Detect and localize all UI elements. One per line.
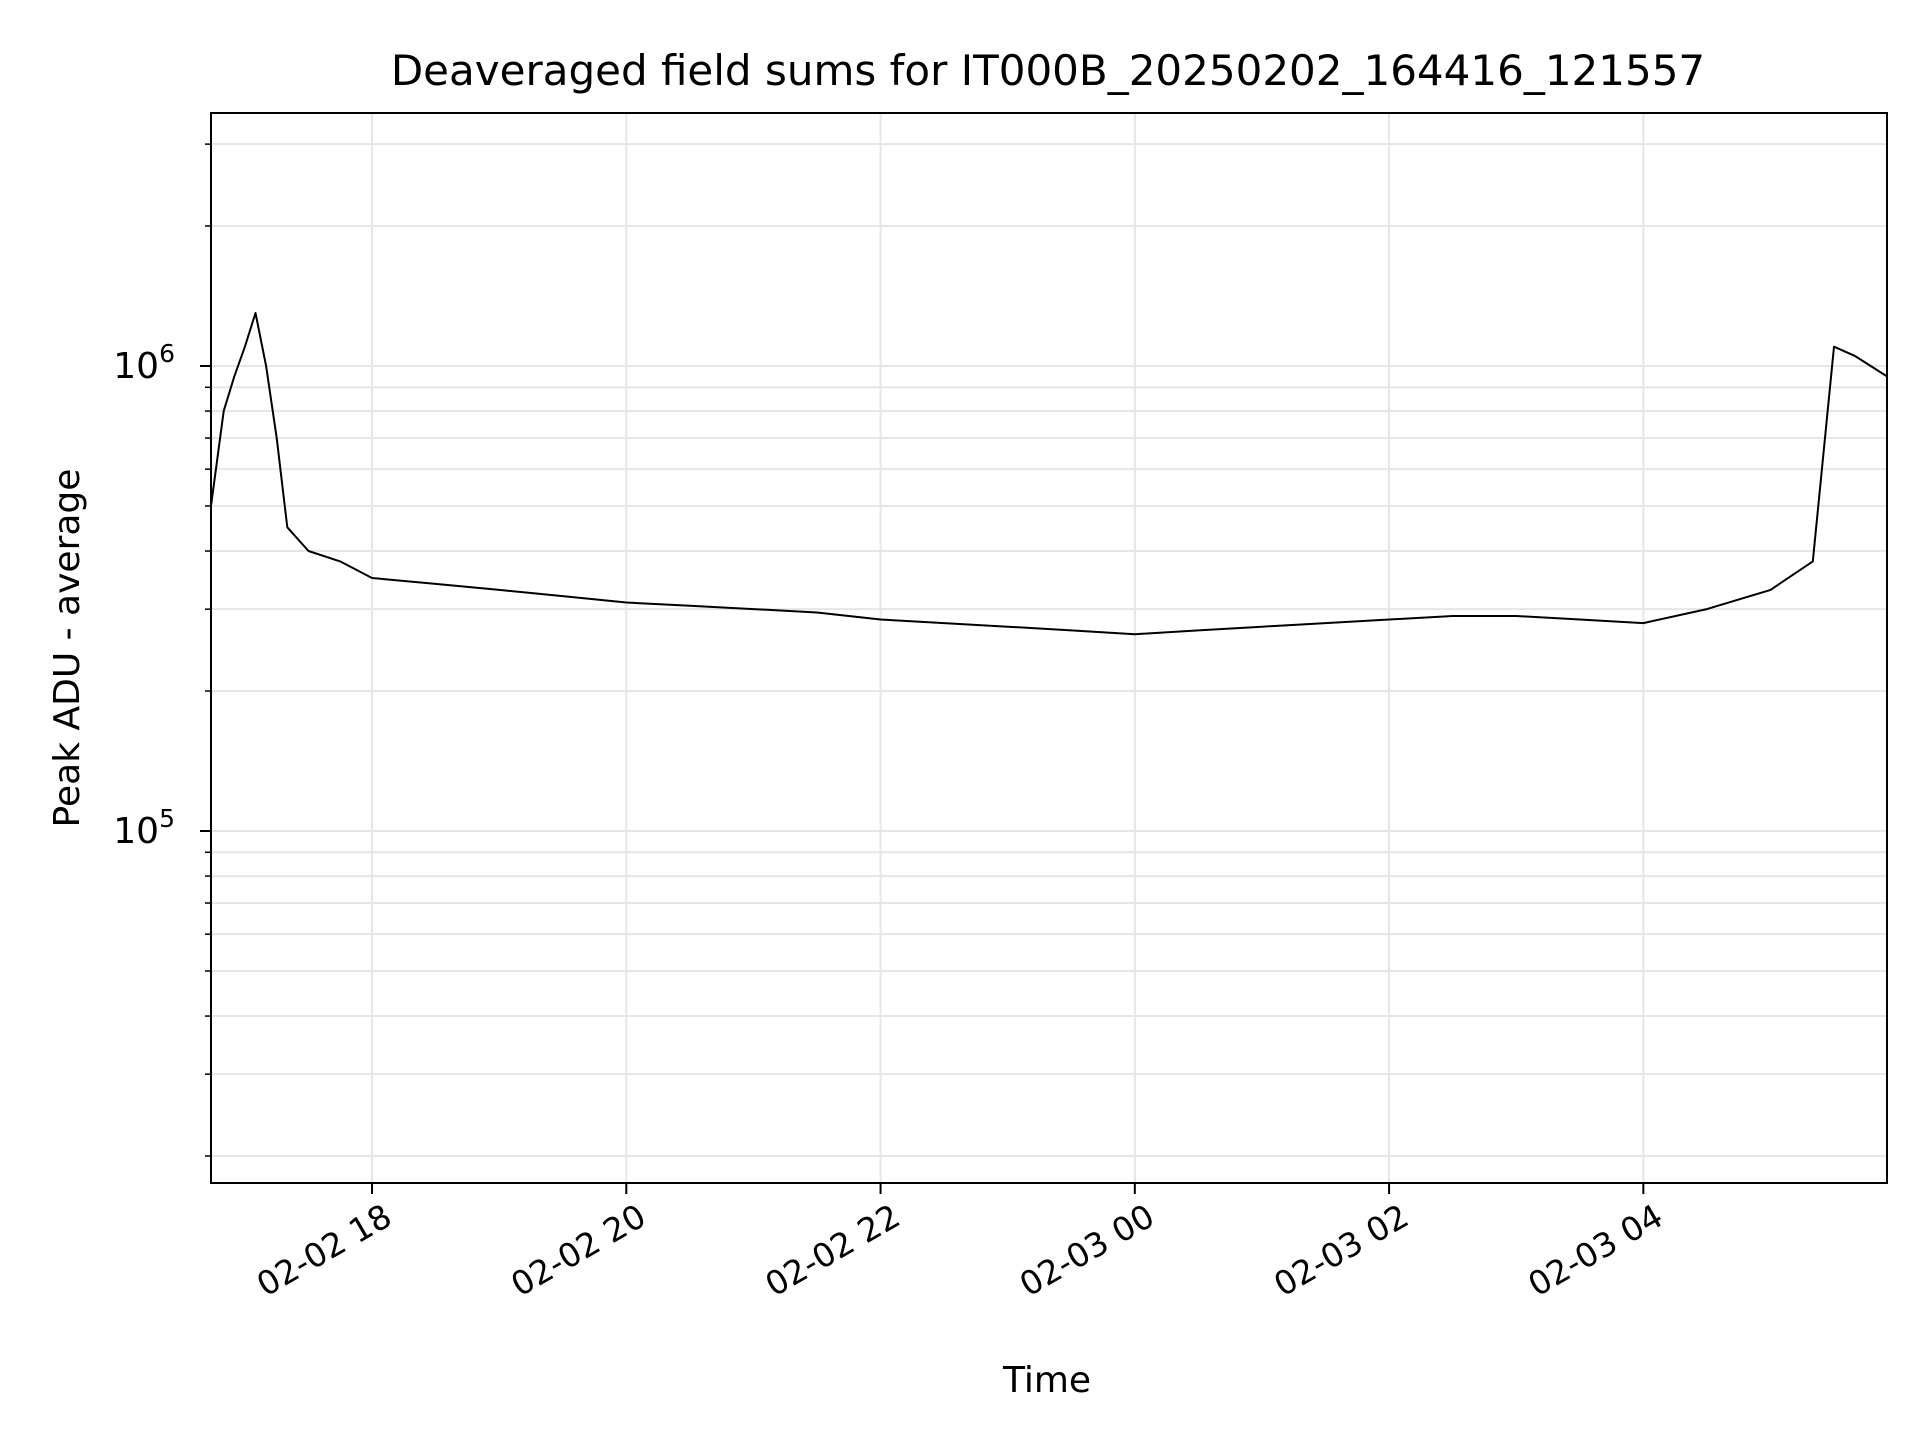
y-axis-label: Peak ADU - average bbox=[47, 469, 88, 828]
series-line bbox=[210, 312, 1888, 636]
series-layer bbox=[210, 312, 1888, 636]
y-tick-label: 105 bbox=[113, 804, 175, 852]
y-tick-label: 106 bbox=[113, 339, 175, 387]
x-axis-label: Time bbox=[1002, 1360, 1091, 1401]
chart-title: Deaveraged field sums for IT000B_2025020… bbox=[391, 46, 1705, 95]
plot-frame bbox=[210, 112, 1888, 1184]
grid-layer bbox=[211, 113, 1887, 1183]
